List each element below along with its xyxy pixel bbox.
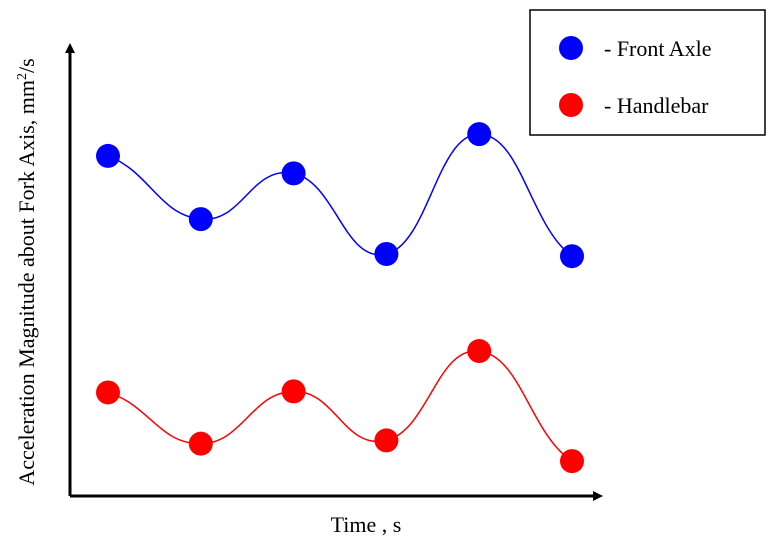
data-point-handlebar-3	[281, 379, 306, 404]
y-axis-title-tail: /s	[14, 58, 39, 73]
y-axis-title-superscript: 2	[15, 73, 30, 80]
data-point-handlebar-6	[560, 449, 584, 474]
data-point-front-axle-6	[560, 244, 584, 269]
data-point-handlebar-5	[467, 339, 492, 364]
legend: - Front Axle - Handlebar	[529, 9, 766, 136]
series-handlebar	[96, 339, 584, 474]
y-axis-title: Acceleration Magnitude about Fork Axis, …	[14, 58, 39, 485]
series-front-axle	[96, 122, 584, 269]
legend-marker-front-axle	[559, 36, 583, 60]
data-point-front-axle-1	[96, 143, 120, 168]
data-point-front-axle-5	[467, 122, 492, 147]
x-axis-title: Time , s	[331, 512, 402, 537]
series-line-handlebar	[107, 350, 573, 462]
y-axis-title-main: Acceleration Magnitude about Fork Axis, …	[14, 80, 39, 486]
data-point-handlebar-4	[374, 428, 399, 453]
data-point-handlebar-2	[188, 431, 213, 456]
data-point-front-axle-4	[374, 242, 399, 267]
data-point-handlebar-1	[96, 380, 120, 405]
legend-label-front-axle: - Front Axle	[604, 36, 712, 61]
legend-marker-handlebar	[559, 93, 583, 117]
legend-box	[529, 9, 766, 136]
data-point-front-axle-3	[281, 161, 306, 186]
series-line-front-axle	[107, 133, 573, 257]
data-point-front-axle-2	[188, 207, 213, 232]
series-layer	[96, 122, 584, 474]
legend-label-handlebar: - Handlebar	[604, 93, 709, 118]
